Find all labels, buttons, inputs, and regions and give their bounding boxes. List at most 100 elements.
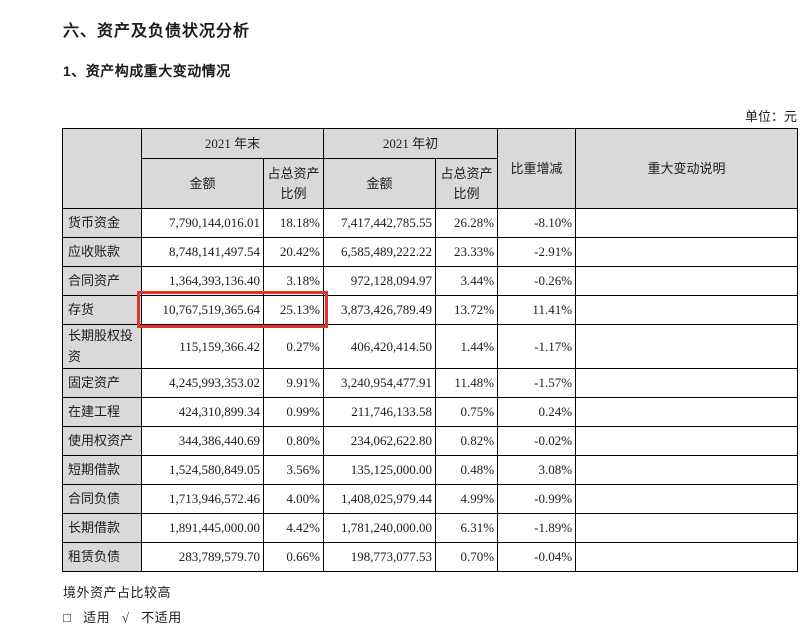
start-amount-cell: 972,128,094.97 xyxy=(323,266,437,296)
change-cell: -0.99% xyxy=(497,484,577,514)
end-amount-cell: 7,790,144,016.01 xyxy=(141,208,264,238)
explanation-cell xyxy=(575,208,799,238)
start-ratio-cell: 13.72% xyxy=(435,295,499,325)
change-cell: 0.24% xyxy=(497,397,577,427)
header-explanation: 重大变动说明 xyxy=(575,128,799,209)
start-amount-cell: 3,873,426,789.49 xyxy=(323,295,437,325)
table-row: 使用权资产 344,386,440.69 0.80% 234,062,622.8… xyxy=(62,426,799,456)
table-row: 合同资产 1,364,393,136.40 3.18% 972,128,094.… xyxy=(62,266,799,296)
end-ratio-cell: 3.18% xyxy=(262,266,325,296)
change-cell: -2.91% xyxy=(497,237,577,267)
header-amount-start: 金额 xyxy=(323,158,437,209)
header-row-label xyxy=(62,128,142,209)
applicable-label: 适用 xyxy=(83,610,111,625)
start-ratio-cell: 3.44% xyxy=(435,266,499,296)
checkbox-unchecked-icon: □ xyxy=(63,610,72,625)
explanation-cell xyxy=(575,368,799,398)
row-label: 长期股权投资 xyxy=(62,324,142,369)
start-amount-cell: 7,417,442,785.55 xyxy=(323,208,437,238)
start-amount-cell: 234,062,622.80 xyxy=(323,426,437,456)
row-label: 合同负债 xyxy=(62,484,142,514)
row-label: 存货 xyxy=(62,295,142,325)
applicability-line: □ 适用 √ 不适用 xyxy=(63,607,190,626)
header-ratio-end: 占总资产比例 xyxy=(262,158,325,209)
row-label: 短期借款 xyxy=(62,455,142,485)
end-ratio-cell: 4.42% xyxy=(262,513,325,543)
start-ratio-cell: 1.44% xyxy=(435,324,499,369)
explanation-cell xyxy=(575,513,799,543)
end-ratio-cell: 9.91% xyxy=(262,368,325,398)
row-label: 固定资产 xyxy=(62,368,142,398)
table-row: 短期借款 1,524,580,849.05 3.56% 135,125,000.… xyxy=(62,455,799,485)
table-row: 货币资金 7,790,144,016.01 18.18% 7,417,442,7… xyxy=(62,208,799,238)
end-ratio-cell: 18.18% xyxy=(262,208,325,238)
assets-table-wrap: 2021 年末 2021 年初 比重增减 重大变动说明 金额 占总资产比例 金额… xyxy=(62,128,799,572)
start-amount-cell: 211,746,133.58 xyxy=(323,397,437,427)
header-ratio-start: 占总资产比例 xyxy=(435,158,499,209)
change-cell: 3.08% xyxy=(497,455,577,485)
start-amount-cell: 1,781,240,000.00 xyxy=(323,513,437,543)
end-amount-cell: 10,767,519,365.64 xyxy=(141,295,264,325)
end-amount-cell: 1,364,393,136.40 xyxy=(141,266,264,296)
explanation-cell xyxy=(575,237,799,267)
end-ratio-cell: 0.80% xyxy=(262,426,325,456)
table-row: 固定资产 4,245,993,353.02 9.91% 3,240,954,47… xyxy=(62,368,799,398)
end-ratio-cell: 4.00% xyxy=(262,484,325,514)
explanation-cell xyxy=(575,266,799,296)
header-amount-end: 金额 xyxy=(141,158,264,209)
start-ratio-cell: 0.75% xyxy=(435,397,499,427)
start-ratio-cell: 23.33% xyxy=(435,237,499,267)
table-row: 在建工程 424,310,899.34 0.99% 211,746,133.58… xyxy=(62,397,799,427)
explanation-cell xyxy=(575,484,799,514)
row-label: 长期借款 xyxy=(62,513,142,543)
start-ratio-cell: 0.48% xyxy=(435,455,499,485)
row-label: 租赁负债 xyxy=(62,542,142,572)
start-ratio-cell: 11.48% xyxy=(435,368,499,398)
explanation-cell xyxy=(575,542,799,572)
assets-table: 2021 年末 2021 年初 比重增减 重大变动说明 金额 占总资产比例 金额… xyxy=(62,128,799,572)
change-cell: -1.57% xyxy=(497,368,577,398)
end-amount-cell: 1,713,946,572.46 xyxy=(141,484,264,514)
end-amount-cell: 4,245,993,353.02 xyxy=(141,368,264,398)
table-row-inventory-highlighted: 存货 10,767,519,365.64 25.13% 3,873,426,78… xyxy=(62,295,799,325)
end-ratio-cell: 0.27% xyxy=(262,324,325,369)
check-mark-icon: √ xyxy=(121,610,130,625)
end-ratio-cell: 3.56% xyxy=(262,455,325,485)
row-label: 合同资产 xyxy=(62,266,142,296)
change-cell: -1.89% xyxy=(497,513,577,543)
end-ratio-cell: 0.66% xyxy=(262,542,325,572)
start-amount-cell: 406,420,414.50 xyxy=(323,324,437,369)
start-ratio-cell: 0.82% xyxy=(435,426,499,456)
explanation-cell xyxy=(575,455,799,485)
section-title: 六、资产及负债状况分析 xyxy=(63,23,251,40)
change-cell: -8.10% xyxy=(497,208,577,238)
start-ratio-cell: 4.99% xyxy=(435,484,499,514)
row-label: 在建工程 xyxy=(62,397,142,427)
end-ratio-cell: 25.13% xyxy=(262,295,325,325)
start-amount-cell: 3,240,954,477.91 xyxy=(323,368,437,398)
unit-label: 单位：元 xyxy=(744,109,797,124)
overseas-assets-note: 境外资产占比较高 xyxy=(63,585,172,600)
table-row: 长期借款 1,891,445,000.00 4.42% 1,781,240,00… xyxy=(62,513,799,543)
change-cell: -1.17% xyxy=(497,324,577,369)
start-amount-cell: 1,408,025,979.44 xyxy=(323,484,437,514)
end-ratio-cell: 0.99% xyxy=(262,397,325,427)
explanation-cell xyxy=(575,295,799,325)
explanation-cell xyxy=(575,426,799,456)
start-ratio-cell: 6.31% xyxy=(435,513,499,543)
row-label: 货币资金 xyxy=(62,208,142,238)
end-amount-cell: 283,789,579.70 xyxy=(141,542,264,572)
explanation-cell xyxy=(575,397,799,427)
table-row: 合同负债 1,713,946,572.46 4.00% 1,408,025,97… xyxy=(62,484,799,514)
start-ratio-cell: 0.70% xyxy=(435,542,499,572)
table-row: 长期股权投资 115,159,366.42 0.27% 406,420,414.… xyxy=(62,324,799,369)
table-row: 应收账款 8,748,141,497.54 20.42% 6,585,489,2… xyxy=(62,237,799,267)
subsection-title: 1、资产构成重大变动情况 xyxy=(63,63,231,79)
end-ratio-cell: 20.42% xyxy=(262,237,325,267)
start-amount-cell: 198,773,077.53 xyxy=(323,542,437,572)
table-row: 租赁负债 283,789,579.70 0.66% 198,773,077.53… xyxy=(62,542,799,572)
end-amount-cell: 344,386,440.69 xyxy=(141,426,264,456)
change-cell: -0.26% xyxy=(497,266,577,296)
end-amount-cell: 115,159,366.42 xyxy=(141,324,264,369)
